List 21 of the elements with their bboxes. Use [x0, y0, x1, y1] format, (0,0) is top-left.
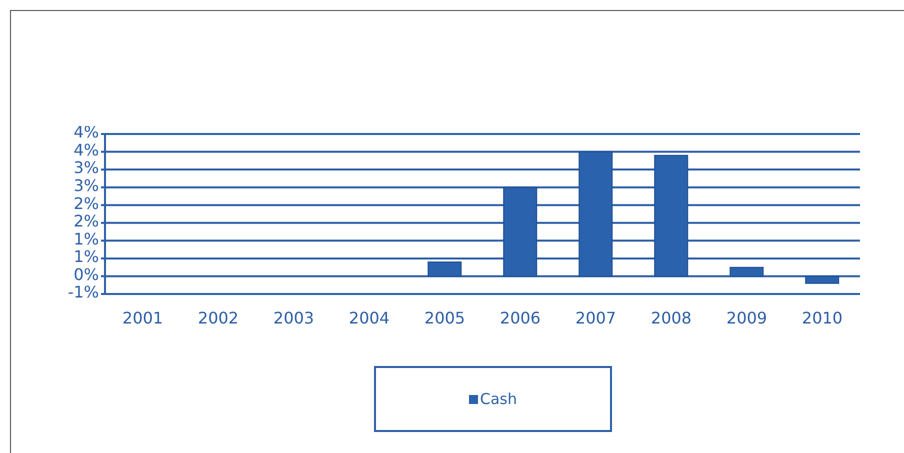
x-tick-label: 2008: [650, 308, 692, 328]
x-tick-label: 2007: [575, 308, 616, 328]
legend-label: Cash: [480, 390, 517, 408]
y-tick-label: 4%: [74, 122, 99, 142]
y-tick-label: 1%: [74, 247, 99, 266]
y-tick-label: -1%: [68, 282, 99, 302]
y-tick-label: 4%: [74, 140, 99, 160]
y-tick-label: 1%: [74, 229, 99, 248]
x-tick-label: 2001: [122, 308, 164, 328]
x-tick-label: 2004: [348, 308, 390, 328]
y-tick-label: 3%: [74, 158, 99, 178]
y-tick-label: 2%: [74, 194, 99, 213]
x-tick-label: 2006: [500, 308, 541, 328]
y-tick-label: 3%: [74, 176, 99, 196]
y-tick-label: 0%: [74, 264, 99, 284]
y-tick-label: 2%: [74, 212, 99, 231]
x-tick-label: 2002: [198, 308, 239, 328]
x-tick-label: 2005: [424, 308, 466, 328]
x-tick-label: 2010: [802, 308, 843, 328]
x-tick-label: 2009: [726, 308, 768, 328]
x-tick-label: 2003: [273, 308, 314, 328]
